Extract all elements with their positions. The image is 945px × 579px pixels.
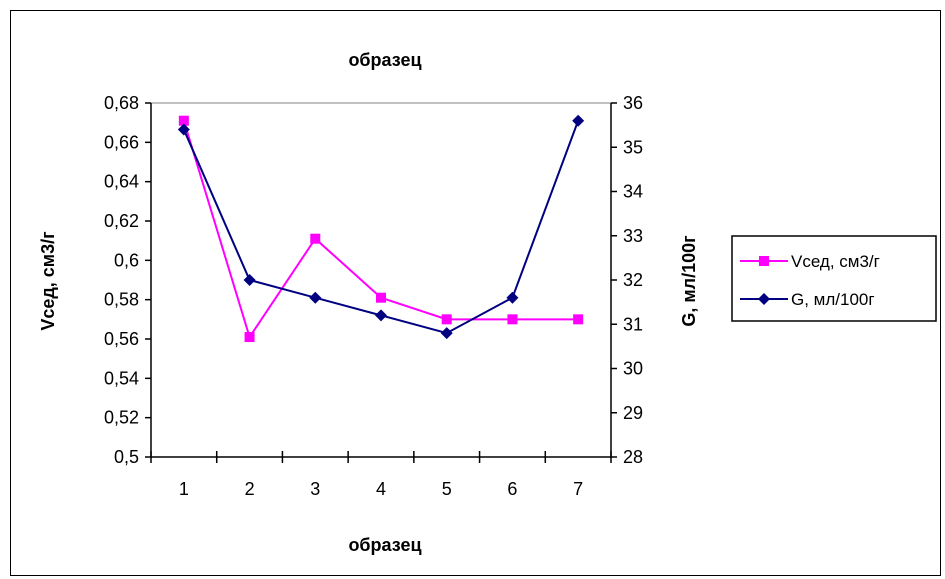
series-point-g [440,327,453,340]
y-left-tick-label: 0,68 [104,93,139,113]
y-right-tick-label: 32 [623,270,643,290]
y-right-tick-label: 30 [623,359,643,379]
series-point-vsed [573,314,584,325]
y-left-tick-label: 0,6 [114,250,139,270]
y-right-tick-label: 29 [623,403,643,423]
x-tick-label: 7 [573,479,583,499]
y-left-tick-label: 0,64 [104,172,139,192]
y-left-tick-label: 0,5 [114,447,139,467]
x-tick-label: 5 [442,479,452,499]
y-right-tick-label: 31 [623,314,643,334]
series-line-vsed [182,120,579,340]
series-point-vsed [376,292,386,303]
y-right-tick-label: 35 [623,137,643,157]
y-axis-left-label: Vсед, см3/г [38,231,58,331]
legend-marker [758,293,770,305]
legend-marker [759,256,769,266]
y-axis-right-label: G, мл/100г [679,235,699,327]
legend-label: G, мл/100г [791,290,875,309]
y-left-tick-label: 0,56 [104,329,139,349]
series-point-vsed [178,115,189,126]
series-point-g [177,123,190,136]
chart-title: образец [348,50,421,70]
y-left-tick-label: 0,52 [104,408,139,428]
series-point-g [506,291,519,304]
x-tick-label: 4 [376,479,386,499]
y-left-tick-label: 0,54 [104,368,139,388]
x-tick-label: 3 [310,479,320,499]
legend-box [731,235,937,322]
y-left-tick-label: 0,62 [104,211,139,231]
y-right-tick-label: 34 [623,182,643,202]
x-axis-label: образец [348,535,421,555]
y-right-tick-label: 36 [623,93,643,113]
y-left-tick-label: 0,58 [104,290,139,310]
x-tick-label: 1 [179,479,189,499]
series-layer [177,114,585,343]
y-left-tick-label: 0,66 [104,132,139,152]
axes-layer: 0,5 0,52 0,54 0,56 0,58 0,6 0,62 0,64 0,66 0,68 28… [104,93,643,499]
series-point-vsed [507,314,518,325]
series-point-g [572,114,585,127]
series-point-vsed [244,332,255,343]
x-tick-label: 6 [507,479,517,499]
legend-label: Vсед, см3/г [791,252,880,271]
y-right-tick-label: 33 [623,226,643,246]
legend: Vсед, см3/г G, мл/100г [731,235,937,322]
series-point-vsed [310,233,321,244]
series-point-vsed [441,314,452,325]
series-point-g [375,309,387,322]
series-point-g [309,291,322,304]
y-right-tick-label: 28 [623,447,643,467]
x-tick-label: 2 [245,479,255,499]
series-point-g [243,274,256,286]
